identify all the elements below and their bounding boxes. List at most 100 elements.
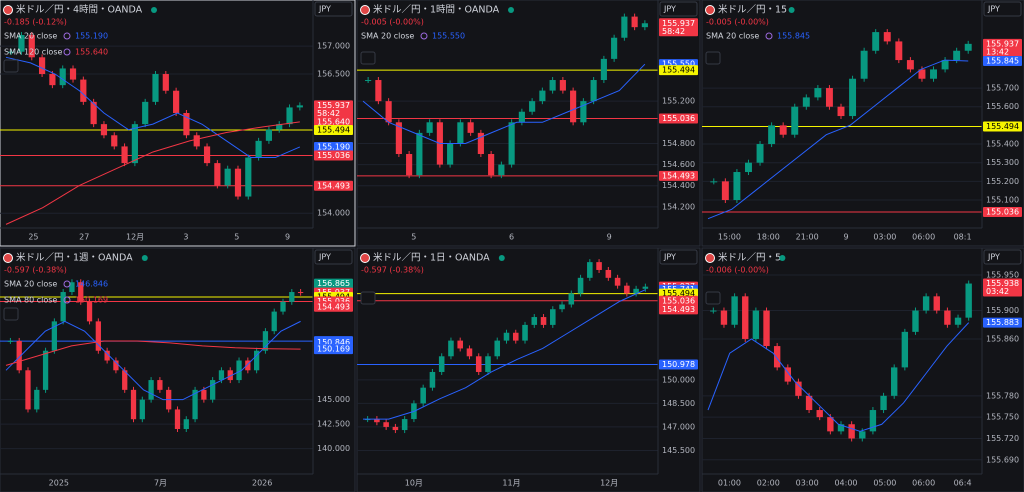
candle-body: [130, 389, 137, 420]
sma-line: [5, 56, 301, 159]
indicator-value: 146.846: [75, 280, 108, 289]
indicator-name: SMA 80 close: [4, 296, 57, 305]
price-change: -0.006 (-0.00%): [706, 266, 769, 275]
candle-body: [814, 88, 822, 98]
chart-panel[interactable]: 150.000 148.500 147.000 145.500 10月 11月 12月 155…: [356, 247, 701, 492]
indicator-settings[interactable]: [63, 296, 71, 304]
candle-body: [121, 146, 128, 164]
plot-area: [357, 13, 658, 208]
collapse-button[interactable]: [705, 291, 721, 305]
indicator-name: SMA 20 close: [361, 32, 414, 41]
candle-body: [296, 105, 303, 108]
candle-body: [590, 80, 597, 102]
indicator-settings[interactable]: [420, 32, 428, 40]
price-badge: [659, 304, 698, 315]
candle-body: [234, 168, 242, 197]
candle-body: [633, 288, 639, 294]
indicator-settings[interactable]: [63, 48, 71, 56]
collapse-button[interactable]: [3, 59, 19, 73]
candle-body: [429, 371, 436, 388]
candle-body: [503, 332, 510, 341]
price-badge: [983, 317, 1022, 328]
price-badge: [314, 141, 353, 152]
collapse-button[interactable]: [360, 291, 376, 305]
panel-background: [356, 247, 701, 492]
candle-body: [457, 340, 463, 349]
collapse-button[interactable]: [360, 51, 376, 65]
currency-button[interactable]: [314, 249, 353, 265]
collapse-button[interactable]: [3, 307, 19, 321]
price-tick-label: 142.500: [317, 420, 350, 429]
plot-area: [0, 32, 313, 225]
candle-body: [880, 395, 887, 411]
price-badge: [314, 278, 353, 289]
currency-button[interactable]: [983, 249, 1022, 265]
time-tick-label: 2026: [252, 479, 272, 488]
currency-label: JPY: [663, 253, 676, 262]
candle-body: [34, 389, 40, 410]
chart-panel[interactable]: 155.200 154.800 154.600 154.400 154.200 5 6 9 15…: [356, 0, 701, 247]
candle-body: [100, 124, 108, 136]
candle-body: [214, 163, 221, 186]
candle-body: [271, 311, 277, 332]
price-badge-label: 155.937: [317, 101, 350, 110]
candle-body: [488, 154, 495, 176]
indicator-settings[interactable]: [63, 32, 71, 40]
time-tick-label: 06:00: [912, 233, 935, 242]
price-badge-label: 155.036: [317, 297, 350, 306]
candle-body: [600, 58, 607, 81]
candle-body: [752, 310, 760, 339]
chart-panel[interactable]: 155.950 155.900 155.860 155.780 155.750 155.7…: [701, 247, 1024, 492]
candle-body: [559, 304, 565, 310]
candle-body: [720, 310, 728, 325]
candle-body: [895, 41, 903, 61]
symbol-icon: [3, 5, 13, 15]
candle-body: [162, 74, 169, 91]
time-tick-label: 25: [28, 233, 38, 242]
candle-body: [621, 16, 628, 38]
candle-body: [28, 35, 35, 58]
candle-body: [791, 106, 799, 135]
collapse-button[interactable]: [705, 51, 721, 65]
currency-button[interactable]: [983, 1, 1022, 17]
candle-body: [78, 282, 84, 302]
candle-body: [539, 90, 546, 102]
price-badge: [983, 56, 1022, 67]
candle-body: [531, 317, 538, 325]
price-badge: [983, 278, 1022, 297]
status-dot: [141, 255, 148, 261]
candle-body: [447, 143, 454, 165]
price-badge-countdown: 58:42: [317, 109, 340, 118]
time-tick-label: 5: [234, 233, 239, 242]
currency-button[interactable]: [659, 1, 698, 17]
candle-body: [745, 162, 752, 173]
currency-button[interactable]: [659, 249, 698, 265]
candle-body: [59, 68, 66, 86]
price-badge: [659, 18, 698, 37]
price-tick-label: 150.000: [662, 375, 695, 384]
candle-body: [860, 50, 868, 79]
time-tick-label: 06:00: [912, 479, 935, 488]
time-tick-label: 02:00: [757, 479, 780, 488]
price-badge-label: 156.865: [317, 279, 350, 288]
candle-body: [365, 80, 372, 82]
currency-button[interactable]: [314, 1, 353, 17]
chart-panel[interactable]: 155.700 155.600 155.400 155.300 155.200 155.1…: [701, 0, 1024, 247]
price-badge-label: 155.937: [662, 19, 695, 28]
symbol-icon: [705, 253, 715, 263]
candle-body: [374, 419, 380, 423]
chart-panel[interactable]: 157.000 156.500 154.000 25 27 12月 3 5 9 155.93758…: [0, 0, 356, 247]
indicator-settings[interactable]: [765, 32, 773, 40]
candle-body: [816, 410, 823, 418]
candle-body: [297, 292, 304, 294]
indicator-settings[interactable]: [63, 280, 71, 288]
chart-panel[interactable]: 145.000 142.500 140.000 2025 7月 2026 156.865 15…: [0, 247, 356, 492]
candle-body: [148, 380, 154, 400]
candle-body: [201, 389, 207, 400]
price-tick-label: 155.200: [662, 97, 695, 106]
plot-area: [357, 259, 658, 451]
indicator-value: 150.169: [75, 296, 108, 305]
price-tick-label: 156.500: [317, 70, 350, 79]
candle-body: [18, 35, 25, 52]
price-badge-label: 150.169: [317, 345, 350, 354]
